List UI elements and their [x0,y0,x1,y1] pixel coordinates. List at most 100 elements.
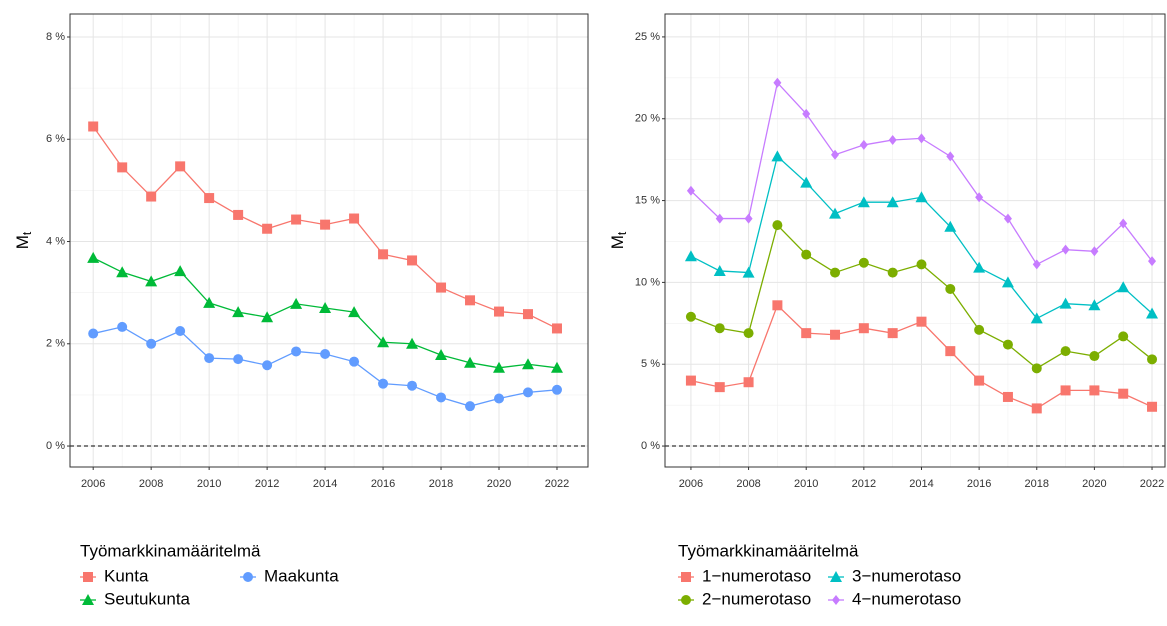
marker [801,249,812,260]
marker [974,324,985,335]
marker [1119,218,1128,229]
y-axis-label: Mt [608,231,629,249]
legend-key [82,594,94,605]
x-tick-label: 2010 [197,478,221,490]
y-axis-label-subscript: t [20,231,34,235]
marker [945,283,956,294]
marker [946,151,955,162]
marker [145,275,158,287]
marker [378,249,389,260]
marker [802,108,811,119]
marker [744,213,753,224]
marker [916,259,927,270]
marker [465,295,476,306]
marker [944,220,957,232]
x-tick-label: 2012 [852,478,876,490]
marker [714,382,725,393]
y-tick-label: 10 % [635,276,660,288]
marker [830,329,841,340]
y-axis-label: Mt [13,231,34,249]
marker [685,311,696,322]
x-tick-label: 2020 [1082,478,1106,490]
marker [262,223,273,234]
marker [1031,363,1042,374]
marker [800,176,813,188]
marker [831,149,840,160]
marker [521,358,534,370]
marker [1059,297,1072,309]
marker [551,384,562,395]
x-tick-label: 2006 [679,478,703,490]
legend-label: Seutukunta [104,589,191,608]
marker [377,336,390,348]
marker [1089,351,1100,362]
y-axis-label-main: M [608,235,627,249]
marker [407,255,418,266]
marker [378,378,389,389]
marker [550,361,563,373]
marker [1001,276,1014,288]
legend-label: Kunta [104,566,149,585]
marker [233,354,244,365]
marker [771,150,784,162]
legend-key [681,595,691,605]
marker [203,296,216,308]
marker [88,328,99,339]
x-tick-label: 2008 [139,478,163,490]
marker [772,300,783,311]
marker [1060,385,1071,396]
marker [713,264,726,276]
marker [87,251,100,263]
marker [493,361,506,373]
marker [146,191,157,202]
marker [1088,299,1101,311]
marker [1032,259,1041,270]
marker [406,337,419,349]
marker [1002,391,1013,402]
marker [175,161,186,172]
marker [715,213,724,224]
marker [494,393,505,404]
y-tick-label: 0 % [641,440,660,452]
marker [261,311,274,323]
y-axis-label-main: M [13,235,32,249]
x-tick-label: 2016 [967,478,991,490]
legend-title: Työmarkkinamääritelmä [678,541,859,560]
marker [435,349,448,361]
legend-key [243,572,253,582]
legend-key [83,572,93,582]
marker [888,135,897,146]
marker [117,321,128,332]
marker [291,346,302,357]
legend-label: Maakunta [264,566,339,585]
marker [146,338,157,349]
marker [349,356,360,367]
marker [772,220,783,231]
y-tick-label: 2 % [46,338,65,350]
marker [714,323,725,334]
x-tick-label: 2014 [313,478,337,490]
marker [436,282,447,293]
marker [685,375,696,386]
marker [291,214,302,225]
y-tick-label: 8 % [46,31,65,43]
x-tick-label: 2006 [81,478,105,490]
marker [1030,312,1043,324]
legend-title: Työmarkkinamääritelmä [80,541,261,560]
marker [88,121,99,132]
marker [407,380,418,391]
x-tick-label: 2018 [1025,478,1049,490]
legend-label: 3−numerotaso [852,566,961,585]
marker [116,266,129,278]
x-tick-label: 2014 [909,478,933,490]
marker [743,377,754,388]
marker [204,193,215,204]
legend-label: 1−numerotaso [702,566,811,585]
panel-border [664,13,1166,468]
y-tick-label: 6 % [46,133,65,145]
marker [915,191,928,203]
marker [974,375,985,386]
marker [858,323,869,334]
y-tick-label: 5 % [641,358,660,370]
